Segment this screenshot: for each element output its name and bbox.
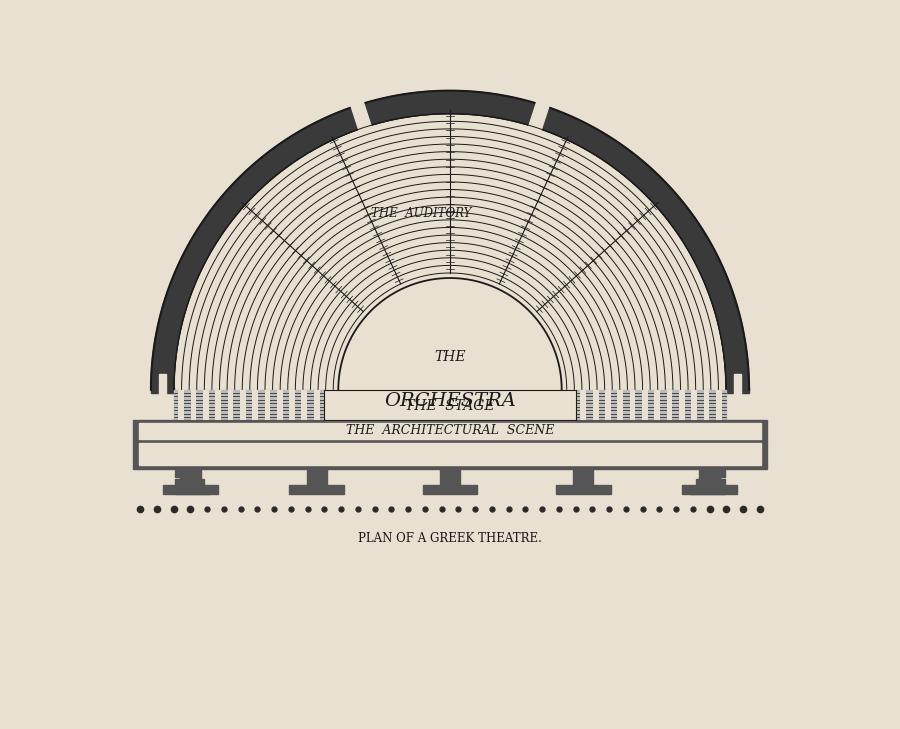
Text: THE  STAGE: THE STAGE: [405, 399, 495, 413]
Polygon shape: [440, 469, 460, 491]
Polygon shape: [151, 90, 749, 390]
Polygon shape: [556, 485, 611, 494]
Polygon shape: [699, 469, 719, 491]
Polygon shape: [252, 390, 258, 420]
Polygon shape: [178, 390, 184, 420]
Polygon shape: [423, 485, 477, 494]
Polygon shape: [617, 390, 623, 420]
Polygon shape: [654, 390, 660, 420]
Polygon shape: [151, 387, 174, 393]
Polygon shape: [175, 487, 210, 494]
Bar: [528, 101, 549, 131]
Bar: [351, 101, 372, 131]
Polygon shape: [690, 487, 725, 494]
Polygon shape: [215, 390, 221, 420]
Polygon shape: [133, 442, 767, 469]
Text: PLAN OF A GREEK THEATRE.: PLAN OF A GREEK THEATRE.: [358, 532, 542, 545]
Polygon shape: [175, 470, 199, 477]
Polygon shape: [691, 390, 698, 420]
Polygon shape: [175, 461, 193, 469]
Polygon shape: [580, 390, 586, 420]
Polygon shape: [289, 390, 295, 420]
Polygon shape: [175, 479, 204, 486]
Polygon shape: [174, 114, 726, 390]
Polygon shape: [277, 390, 283, 420]
Polygon shape: [716, 390, 722, 420]
Polygon shape: [605, 390, 611, 420]
Polygon shape: [133, 420, 767, 442]
Polygon shape: [139, 443, 761, 464]
Text: ORCHESTRA: ORCHESTRA: [384, 391, 516, 410]
Polygon shape: [682, 485, 737, 494]
Polygon shape: [707, 461, 725, 469]
Text: THE  ARCHITECTURAL  SCENE: THE ARCHITECTURAL SCENE: [346, 424, 554, 437]
Polygon shape: [202, 390, 209, 420]
Polygon shape: [642, 390, 648, 420]
Polygon shape: [667, 390, 672, 420]
Polygon shape: [163, 485, 218, 494]
Polygon shape: [191, 390, 196, 420]
Polygon shape: [181, 469, 201, 491]
Polygon shape: [630, 390, 635, 420]
Polygon shape: [289, 485, 344, 494]
Polygon shape: [726, 387, 749, 393]
Polygon shape: [696, 479, 725, 486]
Polygon shape: [139, 423, 761, 439]
Polygon shape: [174, 390, 324, 420]
Text: THE  AUDITORY: THE AUDITORY: [371, 206, 472, 219]
Polygon shape: [307, 469, 327, 491]
Polygon shape: [704, 390, 709, 420]
Bar: [159, 374, 166, 405]
Bar: [734, 374, 741, 405]
Polygon shape: [314, 390, 319, 420]
Text: THE: THE: [434, 351, 466, 364]
Polygon shape: [576, 390, 726, 420]
Polygon shape: [324, 390, 576, 420]
Polygon shape: [302, 390, 307, 420]
Polygon shape: [573, 469, 593, 491]
Polygon shape: [701, 470, 725, 477]
Polygon shape: [265, 390, 270, 420]
Polygon shape: [593, 390, 598, 420]
Polygon shape: [228, 390, 233, 420]
Polygon shape: [240, 390, 246, 420]
Polygon shape: [338, 278, 562, 390]
Polygon shape: [679, 390, 685, 420]
